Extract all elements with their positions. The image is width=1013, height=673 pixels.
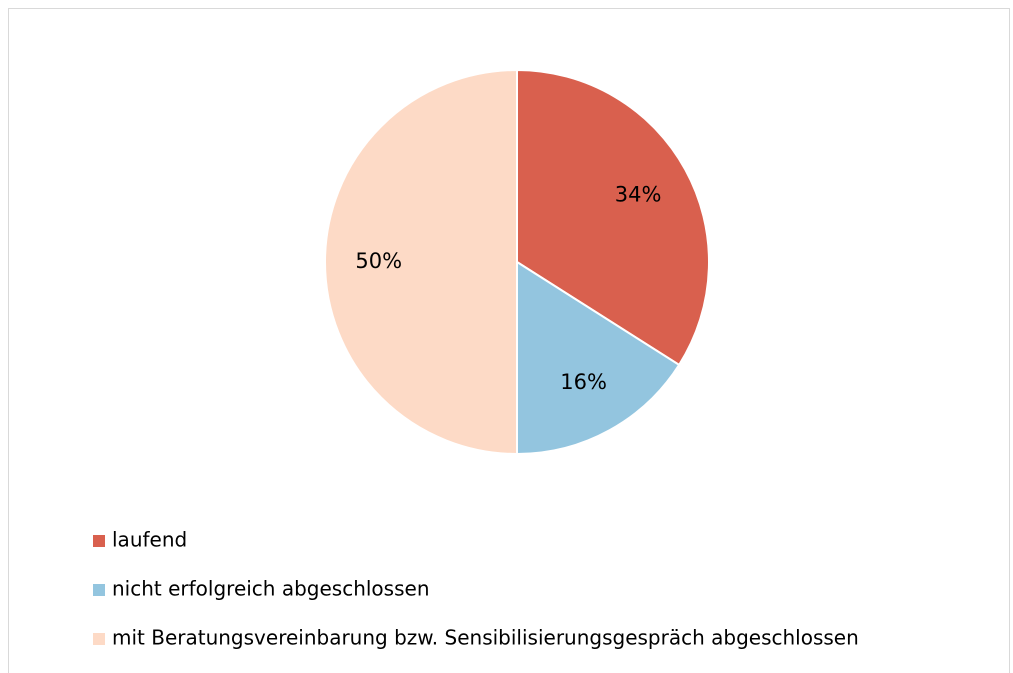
data-label: 34%: [615, 182, 662, 206]
legend-swatch: [93, 535, 105, 547]
data-label: 50%: [355, 249, 402, 273]
pie-slice: [324, 68, 518, 456]
legend-swatch: [93, 633, 105, 645]
legend-label: mit Beratungsvereinbarung bzw. Sensibili…: [112, 626, 859, 650]
data-label: 16%: [560, 370, 607, 394]
pie-slice: [516, 68, 710, 367]
legend-label: nicht erfolgreich abgeschlossen: [112, 577, 430, 601]
pie-slice: [516, 260, 681, 456]
legend-label: laufend: [112, 528, 187, 552]
legend-swatch: [93, 584, 105, 596]
chart-frame: [8, 8, 1010, 673]
